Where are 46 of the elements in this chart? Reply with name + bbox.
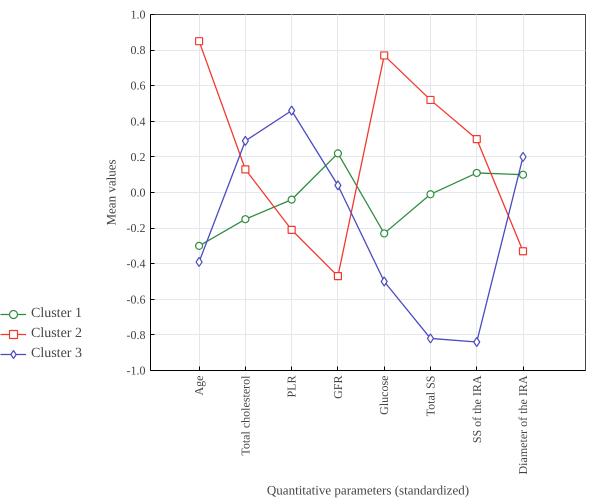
point [472,168,481,178]
y-tick-label: 1.0 [130,8,146,22]
point [241,165,250,174]
y-tick-label: -0.6 [126,292,146,306]
y-tick-label: 0.0 [130,186,146,200]
point [519,152,527,162]
point [472,135,481,144]
point [518,247,528,256]
x-tick-label: Total cholesterol [238,374,252,456]
y-tick-label: -1.0 [126,364,146,378]
point [194,242,204,250]
x-tick-label: PLR [284,375,299,398]
y-tick-label: -0.4 [126,256,146,271]
x-tick-label: Age [192,375,206,396]
y-tick-label: 0.2 [130,150,146,164]
y-axis-title: Mean values [104,159,119,226]
point [426,333,434,344]
point [380,51,388,60]
point [288,106,296,116]
x-tick-label: Diameter of the IRA [516,375,530,474]
legend-label: Cluster 3 [31,346,82,362]
y-tick-label: 0.8 [130,43,146,58]
point [426,190,435,198]
point [380,229,388,238]
y-tick-label: -0.2 [126,221,146,236]
y-tick-label: 0.4 [130,114,146,128]
point [242,136,249,146]
point [334,149,342,158]
point [194,37,204,46]
point [241,215,250,224]
y-tick-label: -0.8 [126,328,146,342]
x-tick-label: Glucose [377,375,392,415]
point [334,272,342,280]
legend-label: Cluster 2 [31,326,82,342]
point [426,96,435,104]
x-tick-label: GFR [330,376,345,399]
x-tick-label: SS of the IRA [470,375,484,444]
point [195,256,203,268]
x-axis-title: Quantitative parameters (standardized) [266,482,470,498]
point [518,170,528,179]
point [288,196,296,204]
legend-label: Cluster 1 [31,306,82,322]
point [288,226,296,234]
point [334,180,342,190]
y-tick-label: 0.6 [130,78,146,93]
x-tick-label: Total SS [423,375,438,416]
